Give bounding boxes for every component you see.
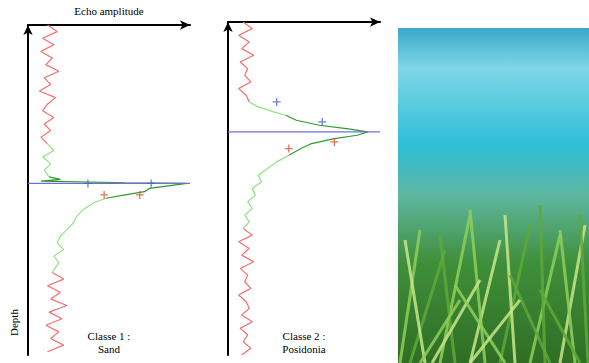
- svg-text:Depth: Depth: [8, 309, 20, 336]
- svg-text:Classe 1 :: Classe 1 :: [88, 330, 131, 342]
- svg-text:Classe 2 :: Classe 2 :: [283, 330, 326, 342]
- svg-text:Sand: Sand: [98, 343, 121, 355]
- svg-text:Posidonia: Posidonia: [282, 343, 326, 355]
- svg-text:Echo amplitude: Echo amplitude: [74, 5, 143, 17]
